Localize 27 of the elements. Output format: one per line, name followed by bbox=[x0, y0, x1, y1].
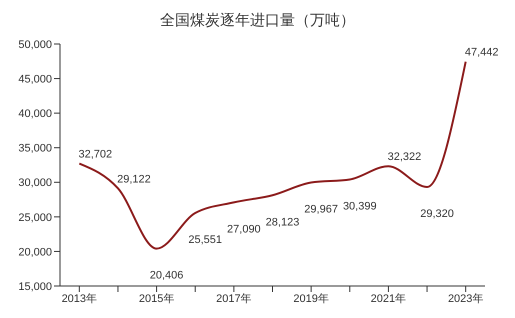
data-label: 27,090 bbox=[227, 223, 261, 236]
line-series bbox=[78, 60, 467, 250]
data-label: 32,702 bbox=[78, 148, 112, 161]
data-label: 47,442 bbox=[464, 46, 499, 59]
y-tick-label: 15,000 bbox=[18, 280, 52, 293]
x-tick-label: 2017年 bbox=[216, 292, 252, 305]
x-tick-label: 2021年 bbox=[370, 292, 406, 305]
y-tick-label: 20,000 bbox=[18, 246, 52, 258]
x-tick-label: 2023年 bbox=[448, 292, 484, 305]
data-label: 29,320 bbox=[420, 208, 454, 220]
y-tick-label: 45,000 bbox=[18, 73, 52, 86]
data-label: 28,123 bbox=[266, 216, 300, 228]
data-label: 29,967 bbox=[304, 204, 338, 216]
x-tick-label: 2013年 bbox=[62, 292, 98, 305]
y-tick-label: 25,000 bbox=[18, 212, 52, 224]
chart-title: 全国煤炭逐年进口量（万吨） bbox=[159, 11, 356, 31]
y-tick-label: 40,000 bbox=[18, 108, 52, 120]
data-label: 20,406 bbox=[150, 270, 184, 282]
y-tick-label: 50,000 bbox=[18, 38, 52, 51]
y-tick-label: 35,000 bbox=[18, 142, 52, 155]
x-tick-label: 2015年 bbox=[138, 292, 174, 305]
data-label: 25,551 bbox=[188, 234, 222, 246]
data-label: 29,122 bbox=[117, 173, 151, 186]
data-label: 30,399 bbox=[342, 200, 377, 213]
data-label: 32,322 bbox=[388, 151, 422, 164]
x-tick-label: 2019年 bbox=[293, 292, 329, 305]
y-tick-label: 30,000 bbox=[18, 177, 52, 190]
